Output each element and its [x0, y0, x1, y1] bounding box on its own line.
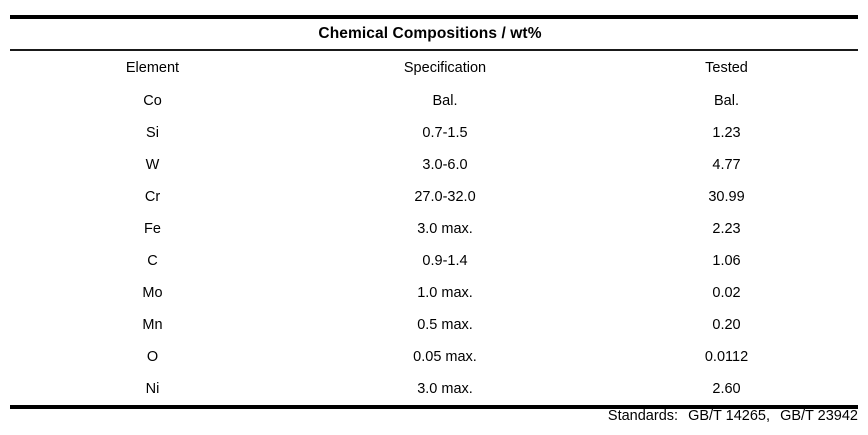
- cell-tested: 1.23: [712, 125, 741, 141]
- bottom-rule-cell: [10, 405, 858, 409]
- cell-tested: Bal.: [714, 93, 739, 109]
- table-title-cell: Chemical Compositions / wt%: [10, 19, 858, 49]
- table-title-row: Chemical Compositions / wt%: [10, 19, 858, 49]
- footnote-standard-1: GB/T 14265,: [688, 408, 771, 424]
- composition-table-container: Chemical Compositions / wt% Element Spec…: [10, 15, 858, 409]
- mid-rule-cell: [10, 49, 858, 51]
- cell-specification: 3.0 max.: [417, 381, 473, 397]
- cell-element: O: [146, 349, 159, 365]
- cell-specification: 3.0-6.0: [422, 157, 468, 173]
- bottom-rule-row: [10, 405, 858, 409]
- mid-rule-row: [10, 49, 858, 51]
- table-row: Si 0.7-1.5 1.23: [10, 117, 858, 149]
- cell-tested: 0.0112: [704, 349, 749, 365]
- table-body: Chemical Compositions / wt% Element Spec…: [10, 15, 858, 409]
- bottom-rule: [10, 405, 858, 409]
- mid-rule: [10, 49, 858, 51]
- cell-tested: 30.99: [708, 189, 745, 205]
- column-header-row: Element Specification Tested: [10, 51, 858, 85]
- cell-tested: 2.23: [712, 221, 741, 237]
- top-rule-row: [10, 15, 858, 19]
- table-title: Chemical Compositions / wt%: [318, 25, 542, 42]
- table-footnote: Standards: GB/T 14265, GB/T 23942: [10, 408, 858, 424]
- cell-specification: 3.0 max.: [417, 221, 473, 237]
- cell-tested: 4.77: [712, 157, 741, 173]
- table-row: W 3.0-6.0 4.77: [10, 149, 858, 181]
- cell-element: W: [145, 157, 160, 173]
- cell-tested: 2.60: [712, 381, 741, 397]
- cell-element: Co: [143, 93, 162, 109]
- column-header-element: Element: [125, 60, 180, 76]
- top-rule: [10, 15, 858, 19]
- cell-specification: 0.05 max.: [413, 349, 477, 365]
- table-row: Co Bal. Bal.: [10, 85, 858, 117]
- column-header-tested: Tested: [705, 60, 748, 76]
- table-row: C 0.9-1.4 1.06: [10, 245, 858, 277]
- table-row: Cr 27.0-32.0 30.99: [10, 181, 858, 213]
- cell-specification: 0.7-1.5: [422, 125, 468, 141]
- cell-element: Mo: [142, 285, 163, 301]
- cell-tested: 1.06: [712, 253, 741, 269]
- cell-element: C: [147, 253, 158, 269]
- top-rule-cell: [10, 15, 858, 19]
- cell-element: Ni: [145, 381, 160, 397]
- table-row: Ni 3.0 max. 2.60: [10, 373, 858, 405]
- cell-specification: 27.0-32.0: [414, 189, 476, 205]
- cell-element: Si: [146, 125, 159, 141]
- table-row: Mo 1.0 max. 0.02: [10, 277, 858, 309]
- cell-specification: 0.9-1.4: [422, 253, 468, 269]
- cell-specification: 1.0 max.: [417, 285, 473, 301]
- footnote-standard-2: GB/T 23942: [780, 408, 858, 424]
- cell-tested: 0.02: [712, 285, 741, 301]
- footnote-label: Standards:: [607, 408, 679, 424]
- chemical-compositions-table: Chemical Compositions / wt% Element Spec…: [10, 15, 858, 409]
- table-row: Mn 0.5 max. 0.20: [10, 309, 858, 341]
- column-header-specification: Specification: [403, 60, 487, 76]
- cell-element: Cr: [144, 189, 161, 205]
- cell-element: Mn: [142, 317, 163, 333]
- table-row: Fe 3.0 max. 2.23: [10, 213, 858, 245]
- cell-specification: Bal.: [432, 93, 458, 109]
- cell-element: Fe: [144, 221, 161, 237]
- cell-tested: 0.20: [712, 317, 741, 333]
- table-row: O 0.05 max. 0.0112: [10, 341, 858, 373]
- cell-specification: 0.5 max.: [417, 317, 473, 333]
